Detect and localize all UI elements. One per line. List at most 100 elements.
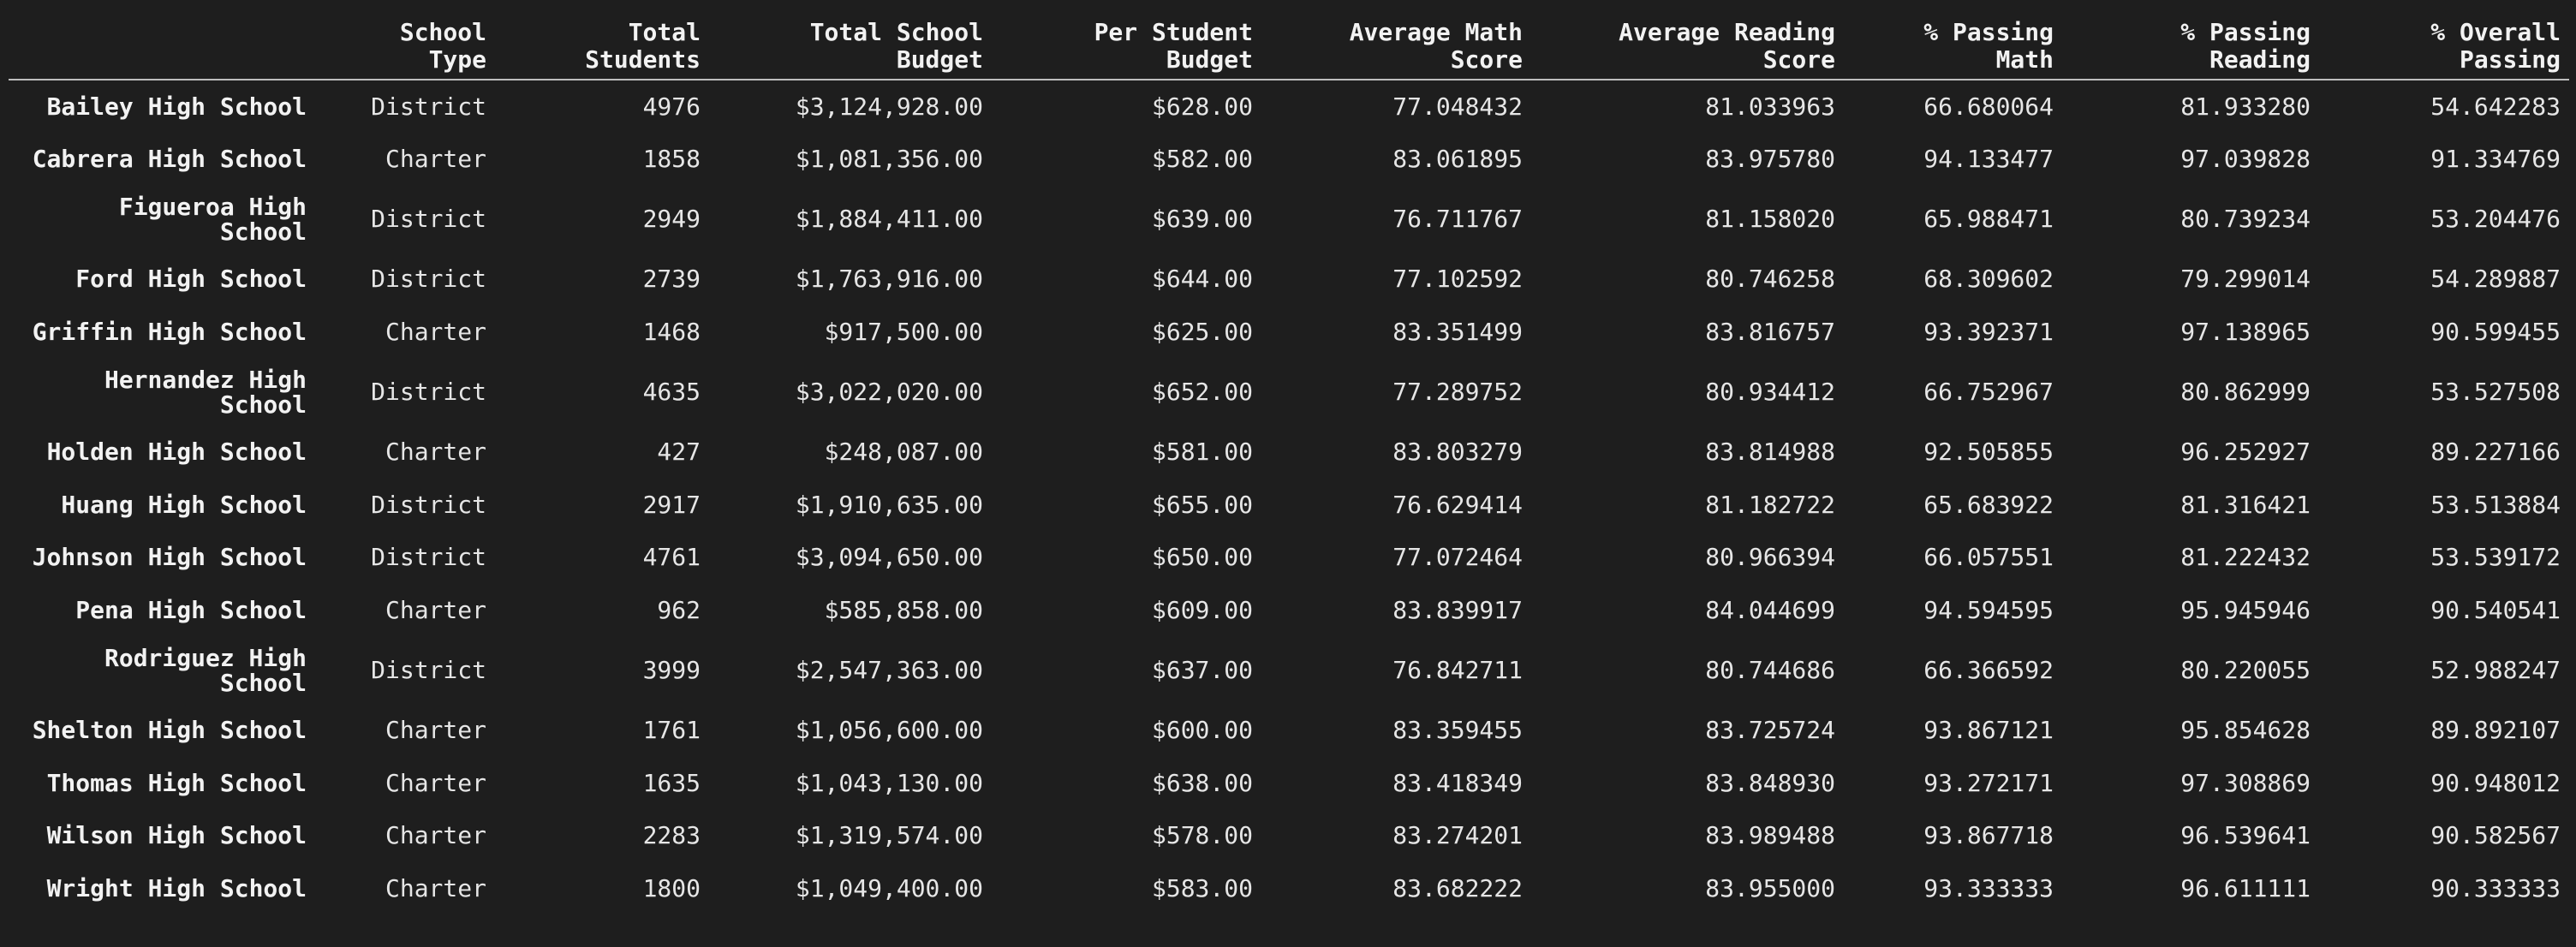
pct-passing-reading-cell: 81.222432 (2180, 543, 2311, 572)
column-header-pct-overall: % Overall Passing (2319, 19, 2569, 80)
table-row: Johnson High School District 4761 $3,094,65… (9, 531, 2569, 584)
total-budget-cell: $1,319,574.00 (795, 821, 983, 850)
pct-overall-passing-cell: 90.599455 (2430, 317, 2561, 346)
per-student-budget-cell: $600.00 (1151, 716, 1253, 745)
table-row: Hernandez High School District 4635 $3,022,0… (9, 358, 2569, 426)
school-name-line: Bailey High School (46, 92, 307, 121)
avg-math-cell: 83.803279 (1392, 438, 1523, 467)
total-budget-cell: $3,094,650.00 (795, 543, 983, 572)
avg-math-cell: 83.351499 (1392, 317, 1523, 346)
total-budget-cell: $2,547,363.00 (795, 656, 983, 684)
avg-math-cell: 77.102592 (1392, 265, 1523, 294)
per-student-budget-cell: $582.00 (1151, 144, 1253, 173)
pct-overall-passing-cell: 53.513884 (2430, 490, 2561, 519)
school-name-cell: Pena High School (9, 584, 315, 637)
header-row: School Type Total Students Total School Budge… (9, 19, 2569, 80)
avg-math-cell: 77.048432 (1392, 92, 1523, 121)
column-header-per-student-budget: Per Student Budget (992, 19, 1261, 80)
school-type-cell: District (371, 490, 486, 519)
total-students-cell: 2283 (642, 821, 701, 850)
table-header: School Type Total Students Total School Budge… (9, 19, 2569, 80)
school-name-line: Shelton High School (32, 716, 307, 745)
school-name-cell: Figueroa High School (9, 185, 315, 253)
total-students-cell: 1858 (642, 144, 701, 173)
school-name-cell: Ford High School (9, 253, 315, 306)
pct-overall-passing-cell: 53.539172 (2430, 543, 2561, 572)
pct-passing-math-cell: 93.333333 (1923, 873, 2054, 902)
school-type-cell: Charter (385, 438, 486, 467)
column-header-total-budget: Total School Budget (709, 19, 992, 80)
avg-math-cell: 76.629414 (1392, 490, 1523, 519)
school-name-cell: Wright High School (9, 862, 315, 915)
total-budget-cell: $3,022,020.00 (795, 378, 983, 406)
avg-reading-cell: 81.182722 (1705, 490, 1835, 519)
avg-reading-cell: 80.934412 (1705, 378, 1835, 406)
column-header-line: Math (1995, 45, 2054, 74)
column-header-line: Budget (1166, 45, 1253, 74)
school-name-cell: Johnson High School (9, 531, 315, 584)
school-type-cell: District (371, 543, 486, 572)
pct-passing-reading-cell: 81.316421 (2180, 490, 2311, 519)
avg-math-cell: 83.418349 (1392, 768, 1523, 797)
per-student-budget-cell: $638.00 (1151, 768, 1253, 797)
pct-passing-math-cell: 93.392371 (1923, 317, 2054, 346)
table-row: Figueroa High School District 2949 $1,884,41… (9, 185, 2569, 253)
total-budget-cell: $1,081,356.00 (795, 144, 983, 173)
school-name-cell: Thomas High School (9, 757, 315, 810)
pct-passing-math-cell: 65.683922 (1923, 490, 2054, 519)
column-header-pct-reading: % Passing Reading (2062, 19, 2319, 80)
pct-passing-math-cell: 93.867718 (1923, 821, 2054, 850)
school-type-cell: Charter (385, 768, 486, 797)
school-type-cell: District (371, 378, 486, 406)
avg-reading-cell: 81.158020 (1705, 205, 1835, 233)
school-type-cell: District (371, 656, 486, 684)
pct-passing-math-cell: 93.272171 (1923, 768, 2054, 797)
total-students-cell: 2739 (642, 265, 701, 294)
school-name-cell: Wilson High School (9, 809, 315, 862)
avg-reading-cell: 80.744686 (1705, 656, 1835, 684)
pct-overall-passing-cell: 90.948012 (2430, 768, 2561, 797)
column-header-line: % Passing (2180, 18, 2311, 46)
column-header-avg-math: Average Math Score (1261, 19, 1531, 80)
pct-passing-reading-cell: 81.933280 (2180, 92, 2311, 121)
column-header-line (17, 19, 307, 46)
pct-passing-reading-cell: 96.539641 (2180, 821, 2311, 850)
school-name-cell: Hernandez High School (9, 358, 315, 426)
avg-reading-cell: 83.975780 (1705, 144, 1835, 173)
column-header-school-type: School Type (315, 19, 495, 80)
school-type-cell: District (371, 265, 486, 294)
school-type-cell: District (371, 205, 486, 233)
pct-passing-math-cell: 93.867121 (1923, 716, 2054, 745)
pct-overall-passing-cell: 54.642283 (2430, 92, 2561, 121)
dataframe-output: School Type Total Students Total School Budge… (9, 19, 2569, 914)
column-header-line: Budget (896, 45, 983, 74)
school-name-cell: Cabrera High School (9, 133, 315, 186)
table-row: Thomas High School Charter 1635 $1,043,130.… (9, 757, 2569, 810)
school-name-line: Thomas High School (46, 768, 307, 797)
pct-overall-passing-cell: 53.527508 (2430, 378, 2561, 406)
column-header-line: Per Student (1094, 18, 1253, 46)
avg-math-cell: 83.061895 (1392, 144, 1523, 173)
avg-math-cell: 77.289752 (1392, 378, 1523, 406)
column-header-line: Passing (2459, 45, 2561, 74)
school-type-cell: Charter (385, 821, 486, 850)
pct-passing-math-cell: 65.988471 (1923, 205, 2054, 233)
avg-math-cell: 76.842711 (1392, 656, 1523, 684)
column-header-line: Students (585, 45, 701, 74)
avg-math-cell: 83.682222 (1392, 873, 1523, 902)
table-row: Cabrera High School Charter 1858 $1,081,356… (9, 133, 2569, 186)
column-header-line (17, 46, 307, 74)
pct-passing-reading-cell: 79.299014 (2180, 265, 2311, 294)
column-header-avg-reading: Average Reading Score (1531, 19, 1844, 80)
pct-passing-reading-cell: 80.862999 (2180, 378, 2311, 406)
school-name-cell: Griffin High School (9, 306, 315, 359)
pct-overall-passing-cell: 52.988247 (2430, 656, 2561, 684)
school-name-line: School (219, 668, 307, 697)
school-type-cell: Charter (385, 144, 486, 173)
pct-passing-reading-cell: 96.611111 (2180, 873, 2311, 902)
column-header-line: % Overall (2430, 18, 2561, 46)
per-student-budget-cell: $609.00 (1151, 595, 1253, 624)
table-body: Bailey High School District 4976 $3,124,928… (9, 80, 2569, 914)
table-row: Griffin High School Charter 1468 $917,500.0… (9, 306, 2569, 359)
total-students-cell: 2949 (642, 205, 701, 233)
